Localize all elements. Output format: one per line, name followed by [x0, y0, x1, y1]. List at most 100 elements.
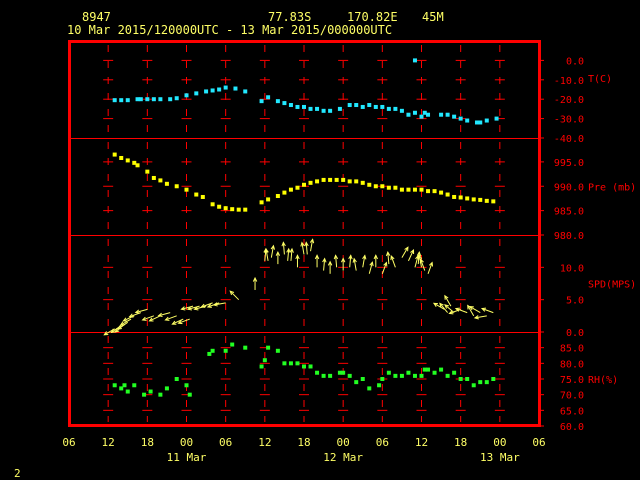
wind-arrow-head [180, 306, 186, 311]
wind-arrow-shaft [362, 255, 366, 268]
humidity-point [266, 345, 271, 350]
wind-arrow-head [373, 254, 378, 260]
wind-arrow [419, 258, 426, 271]
pressure-point [236, 207, 241, 212]
wind-arrow-shaft [401, 246, 409, 258]
wind-arrow [119, 318, 132, 326]
wind-arrow-head [103, 331, 109, 336]
wind-arrow-head [444, 304, 449, 309]
wind-arrow-head [119, 321, 125, 326]
pressure-point [145, 169, 150, 174]
wind-arrow-shaft [323, 258, 326, 271]
wind-arrow-shaft [201, 302, 213, 308]
wind-arrow [275, 250, 281, 265]
wind-arrow-head [110, 328, 116, 334]
humidity-point [422, 367, 427, 372]
y-tick-label: 980.0 [554, 231, 584, 242]
wind-arrow-head [229, 290, 235, 296]
temperature-point [386, 106, 391, 111]
y-tick-label: -40.0 [554, 134, 584, 145]
y-tick-label: 995.0 [554, 158, 584, 169]
pressure-point [380, 184, 385, 189]
wind-arrow-shaft [178, 318, 190, 324]
temperature-point [412, 58, 417, 63]
wind-arrow-shaft [229, 290, 240, 301]
temperature-point [112, 98, 117, 103]
humidity-point [230, 342, 235, 347]
wind-arrow [295, 254, 300, 268]
y-tick-label: 65.0 [560, 406, 584, 417]
temperature-point [259, 99, 264, 104]
pressure-point [399, 187, 404, 192]
wind-arrow-head [473, 315, 479, 320]
wind-arrow-shaft [265, 248, 269, 261]
wind-arrow [373, 254, 378, 268]
humidity-point [465, 377, 470, 381]
humidity-point [393, 373, 398, 378]
wind-arrow-head [369, 261, 374, 267]
temperature-point [328, 108, 333, 113]
wind-arrow [432, 302, 445, 310]
x-tick-label: 18 [454, 436, 467, 449]
pressure-point [132, 160, 137, 165]
pressure-point [393, 185, 398, 190]
wind-arrow-head [444, 294, 449, 300]
x-tick-label: 18 [297, 436, 310, 449]
wind-axis-label: SPD(MPS) [588, 280, 636, 291]
temperature-point [135, 97, 140, 102]
y-tick-label: 0.0 [566, 328, 584, 339]
wind-arrow-head [134, 309, 140, 314]
x-tick-label: 00 [337, 436, 350, 449]
wind-arrow [141, 315, 155, 321]
wind-arrow-head [304, 241, 309, 247]
x-tick-label: 12 [415, 436, 428, 449]
wind-arrow [348, 254, 353, 268]
temperature-point [275, 99, 280, 104]
x-tick-label: 00 [493, 436, 506, 449]
wind-arrow-head [164, 316, 170, 321]
humidity-point [347, 373, 352, 378]
temperature-axis-label: T(C) [588, 74, 612, 85]
temperature-point [210, 88, 215, 93]
temperature-point [347, 103, 352, 108]
x-tick-label: 06 [219, 436, 232, 449]
wind-arrow [180, 305, 194, 311]
temperature-point [184, 93, 189, 98]
humidity-point [282, 361, 287, 366]
pressure-point [406, 187, 411, 192]
wind-arrow-shaft [467, 305, 475, 317]
humidity-point [125, 389, 130, 394]
y-tick-label: 985.0 [554, 207, 584, 218]
wind-arrow-head [157, 312, 163, 317]
wind-arrow-head [448, 310, 454, 315]
wind-arrow [186, 305, 200, 311]
wind-arrow-shaft [469, 306, 481, 314]
humidity-point [360, 377, 365, 381]
wind-arrow [229, 290, 240, 301]
pressure-point [321, 177, 326, 182]
pressure-point [266, 197, 271, 202]
temperature-point [233, 86, 238, 91]
wind-arrow-head [314, 254, 320, 260]
wind-arrow-shaft [301, 242, 305, 255]
temperature-point [145, 97, 150, 102]
wind-arrow [368, 261, 374, 274]
wind-arrow [193, 305, 207, 311]
pressure-point [347, 179, 352, 184]
wind-arrow-head [348, 254, 353, 260]
wind-arrow-head [327, 260, 333, 266]
humidity-point [341, 370, 346, 375]
humidity-point [142, 392, 147, 397]
pressure-point [230, 207, 235, 212]
pressure-point [478, 197, 483, 202]
temperature-point [393, 106, 398, 111]
wind-arrow-head [270, 244, 276, 250]
pressure-point [452, 194, 457, 199]
page-number: 2 [14, 467, 21, 480]
wind-arrow-shaft [381, 262, 387, 274]
wind-arrow-head [416, 251, 422, 257]
pressure-point [432, 189, 437, 194]
pressure-point [386, 185, 391, 190]
humidity-point [406, 370, 411, 375]
